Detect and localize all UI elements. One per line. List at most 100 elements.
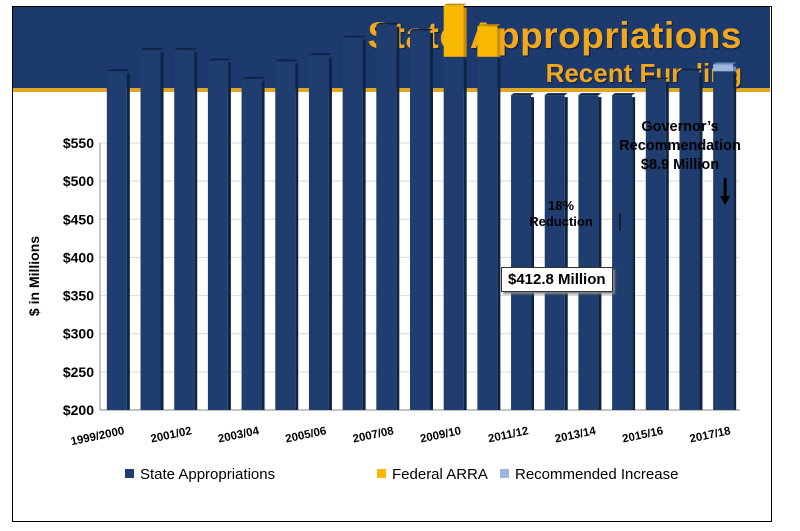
- bar-side: [531, 97, 535, 410]
- bar-side: [463, 7, 467, 57]
- bar-cap: [410, 28, 433, 31]
- bar-state-appropriations: [511, 95, 532, 410]
- governor-line-1: Governor’s: [641, 119, 719, 135]
- bar-state-appropriations: [241, 78, 262, 411]
- bar-state-appropriations: [106, 71, 127, 410]
- bar-side: [497, 58, 501, 410]
- bar-side: [160, 51, 164, 410]
- bar-state-appropriations: [342, 37, 363, 411]
- x-tick-label: 2013/14: [554, 425, 598, 446]
- bar-side: [598, 97, 602, 410]
- bar-cap: [578, 93, 602, 96]
- legend-swatch-state: [125, 469, 134, 478]
- bar-cap: [376, 22, 400, 25]
- bar-side: [665, 81, 669, 410]
- bar-cap: [207, 58, 231, 61]
- bar-side: [497, 28, 501, 57]
- legend-item-state: State Appropriations: [125, 466, 275, 483]
- bar-cap: [544, 93, 568, 96]
- bar-side: [261, 80, 265, 411]
- bar-state-appropriations: [679, 70, 700, 411]
- bar-side: [328, 57, 332, 411]
- legend-label-arra: Federal ARRA: [392, 466, 488, 483]
- y-tick-label: $450: [63, 211, 94, 227]
- governor-annotation: Governor’s Recommendation $8.9 Million: [610, 118, 750, 175]
- reduction-annotation: 18% Reduction: [516, 198, 606, 230]
- bar-side: [126, 73, 130, 410]
- bar-cap: [140, 47, 164, 50]
- bar-cap: [713, 62, 737, 65]
- bar-state-appropriations: [275, 61, 296, 410]
- reduction-line-2: Reduction: [529, 214, 593, 229]
- bar-cap: [241, 76, 265, 79]
- bar-state-appropriations: [174, 49, 195, 410]
- bar-cap: [308, 53, 332, 56]
- reduction-line-1: 18%: [547, 198, 575, 213]
- bar-side: [430, 32, 433, 411]
- bar-state-appropriations: [207, 60, 228, 411]
- x-tick-label: 2001/02: [150, 425, 193, 445]
- x-tick-label: 1999/2000: [70, 425, 126, 448]
- y-tick-label: $250: [63, 364, 94, 380]
- legend-label-recommended: Recommended Increase: [515, 466, 679, 483]
- bar-federal-arra: [443, 5, 464, 57]
- slide-subtitle: Recent Funding: [545, 58, 742, 88]
- bar-state-appropriations: [410, 30, 430, 411]
- bar-side: [227, 62, 231, 411]
- bar-side: [463, 58, 467, 410]
- bar-state-appropriations: [140, 49, 161, 410]
- y-axis-title: $ in Millions: [26, 236, 42, 316]
- bar-state-appropriations: [477, 56, 498, 410]
- bar-cap: [511, 93, 535, 96]
- y-tick-label: $500: [63, 173, 94, 189]
- bar-cap: [612, 93, 636, 96]
- governor-arrow-head: [720, 196, 731, 205]
- bar-state-appropriations: [612, 95, 633, 410]
- bar-cap: [106, 69, 130, 72]
- bar-state-appropriations: [544, 95, 565, 410]
- bar-side: [194, 51, 198, 410]
- bar-federal-arra: [477, 26, 498, 57]
- value-callout: $412.8 Million: [501, 267, 613, 292]
- bar-cap: [645, 77, 669, 80]
- bar-cap: [477, 24, 501, 27]
- y-tick-label: $200: [63, 402, 94, 418]
- bar-cap: [443, 3, 467, 6]
- bar-cap: [342, 35, 366, 38]
- bar-side: [396, 26, 400, 411]
- bar-cap: [679, 68, 703, 71]
- bar-cap: [275, 59, 299, 62]
- bar-side: [362, 39, 366, 411]
- bar-side: [564, 97, 568, 410]
- y-tick-label: $550: [63, 135, 94, 151]
- legend-item-arra: Federal ARRA: [377, 466, 488, 483]
- bar-side: [632, 97, 636, 410]
- legend-swatch-arra: [377, 469, 386, 478]
- y-tick-label: $400: [63, 249, 94, 265]
- legend-item-recommended: Recommended Increase: [500, 466, 678, 483]
- bar-side: [295, 63, 299, 410]
- governor-line-2: Recommendation: [619, 138, 741, 154]
- bar-state-appropriations: [443, 56, 464, 410]
- x-tick-label: 2011/12: [487, 425, 530, 445]
- bar-side: [733, 66, 737, 72]
- bar-state-appropriations: [645, 79, 666, 410]
- x-tick-label: 2007/08: [352, 425, 396, 446]
- bar-state-appropriations: [308, 55, 329, 411]
- bar-side: [699, 72, 703, 411]
- bar-state-appropriations: [713, 71, 734, 410]
- legend-swatch-recommended: [500, 469, 509, 478]
- x-tick-label: 2003/04: [217, 425, 261, 446]
- bar-state-appropriations: [376, 24, 397, 411]
- legend-label-state: State Appropriations: [140, 466, 276, 483]
- bar-recommended-increase: [713, 64, 734, 72]
- bar-cap: [174, 47, 198, 50]
- x-tick-label: 2009/10: [419, 425, 462, 445]
- bar-side: [733, 73, 737, 410]
- x-tick-label: 2005/06: [284, 425, 327, 445]
- y-tick-label: $350: [63, 288, 94, 304]
- y-tick-label: $300: [63, 326, 94, 342]
- bar-state-appropriations: [578, 95, 599, 410]
- governor-line-3: $8.9 Million: [640, 157, 720, 173]
